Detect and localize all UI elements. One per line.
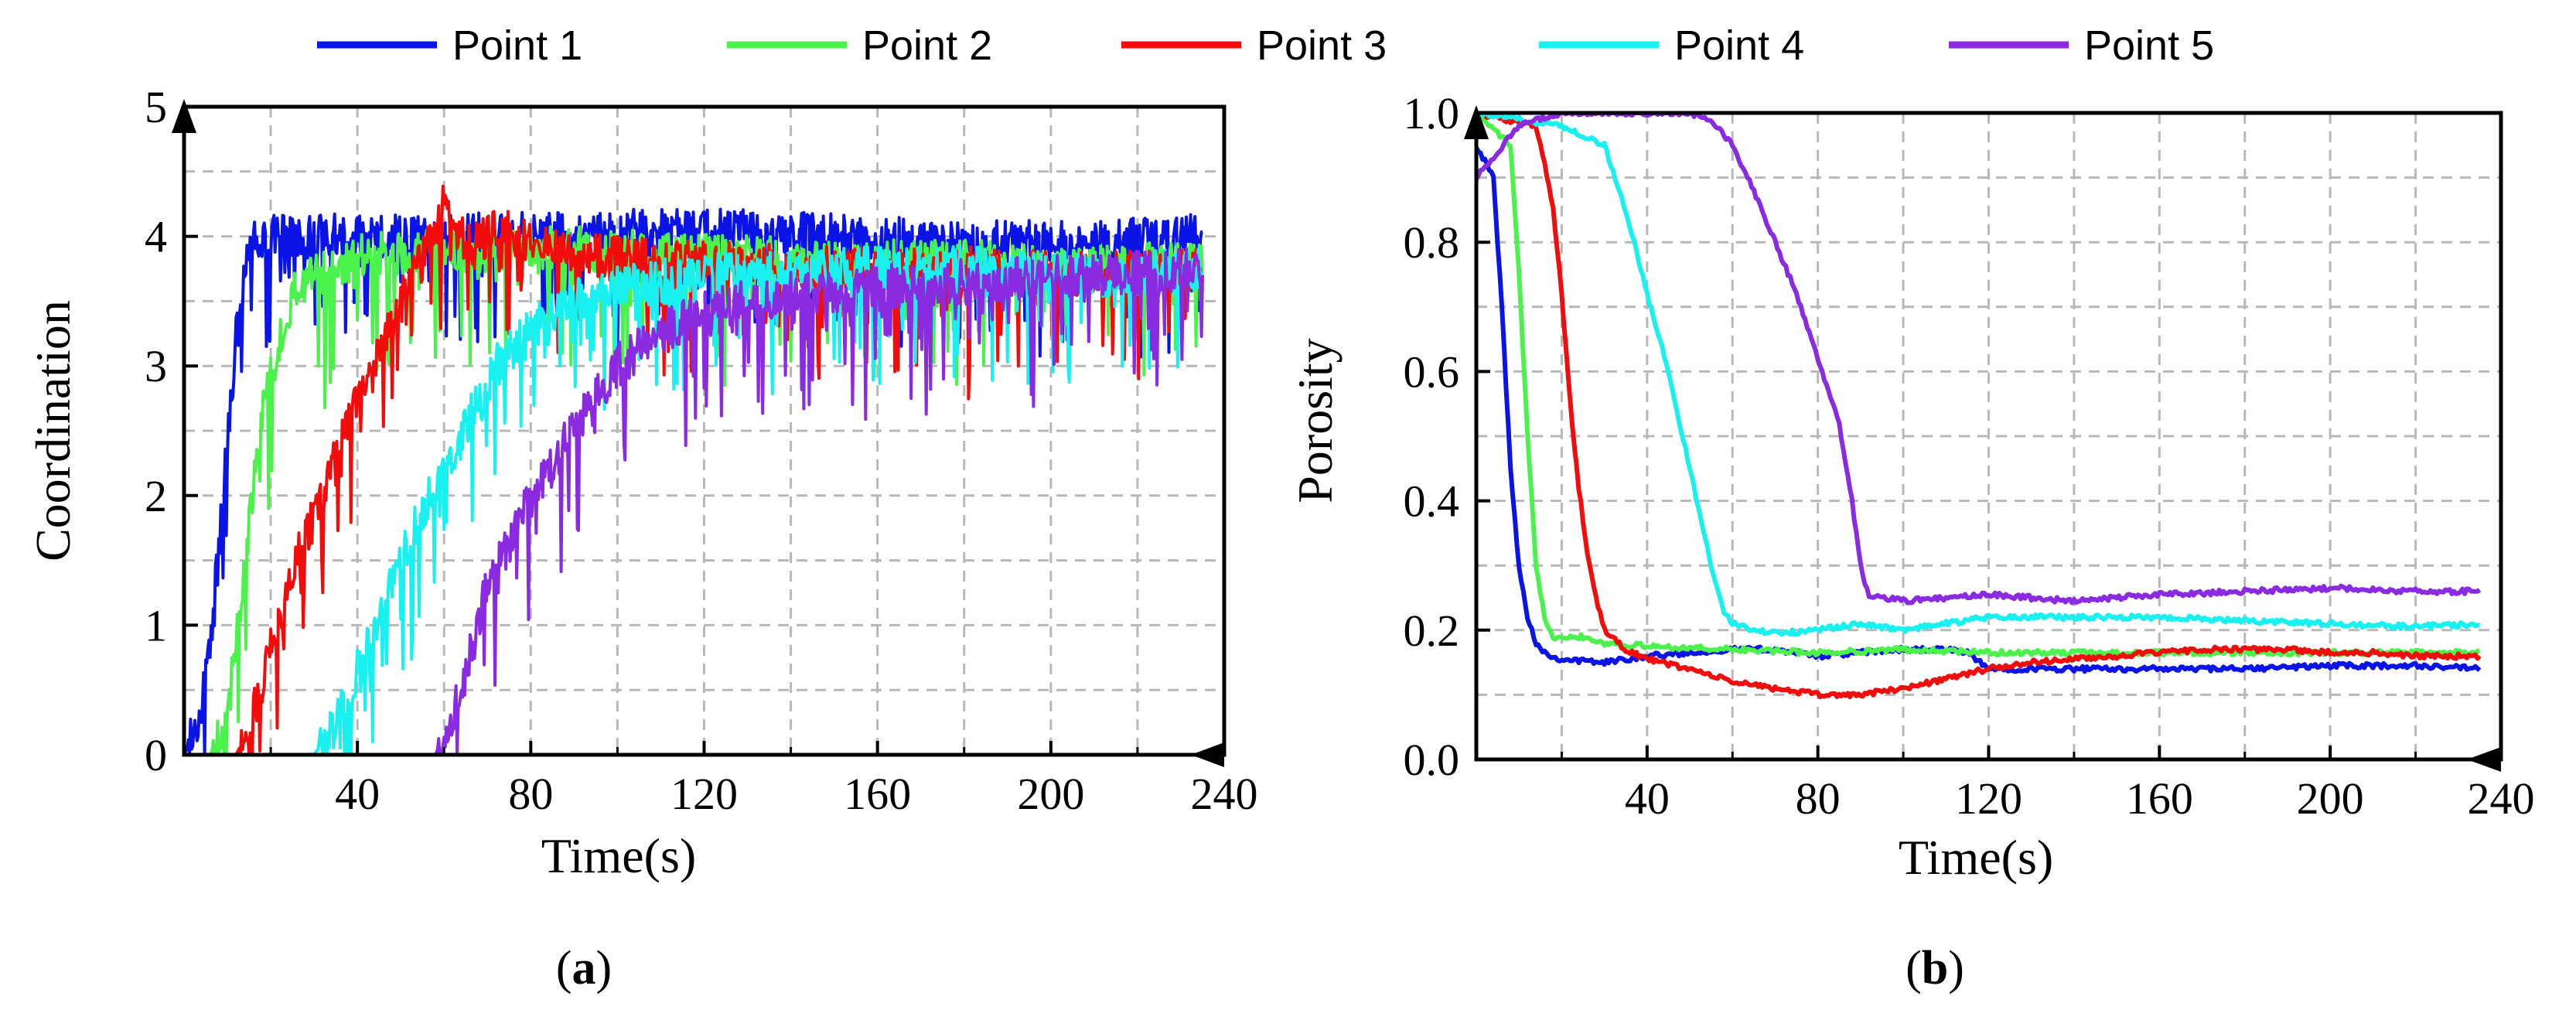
grid-a <box>184 107 1224 755</box>
y-tick-label: 1.0 <box>1404 88 1460 138</box>
y-axis-arrow-a <box>172 99 196 133</box>
x-axis-label-b: Time(s) <box>1899 830 2053 885</box>
x-axis-arrow-b <box>2467 747 2501 772</box>
legend-label-5: Point 5 <box>2084 22 2214 69</box>
x-tick-label: 120 <box>1955 773 2022 824</box>
x-tick-label: 160 <box>2126 773 2193 824</box>
legend-label-3: Point 3 <box>1257 22 1387 69</box>
x-tick-label: 200 <box>1017 769 1084 819</box>
y-tick-label: 5 <box>145 82 167 132</box>
series-group-a <box>184 184 1204 755</box>
legend: Point 1 Point 2 Point 3 Point 4 Point 5 <box>317 22 2214 69</box>
chart-a: 40 80 120 160 200 240 0 1 2 3 4 5 Time(s) Coordinat… <box>26 82 1258 995</box>
x-tick-label: 200 <box>2297 773 2364 824</box>
y-tick-label: 0 <box>145 730 167 780</box>
y-axis-arrow-b <box>1464 105 1489 139</box>
panel-label-b: (b) <box>1906 942 1964 995</box>
panel-label-a: (a) <box>556 942 612 995</box>
x-tick-label: 240 <box>2468 773 2535 824</box>
series-line-3 <box>1476 113 2482 700</box>
y-tick-label: 3 <box>145 341 167 391</box>
y-tick-label: 0.6 <box>1404 346 1460 397</box>
x-tick-label: 40 <box>335 769 380 819</box>
x-tick-label: 120 <box>670 769 738 819</box>
x-axis-label-a: Time(s) <box>541 828 696 883</box>
y-tick-label: 0.8 <box>1404 217 1460 268</box>
ticks-a: 40 80 120 160 200 240 0 1 2 3 4 5 <box>145 82 1258 819</box>
legend-label-4: Point 4 <box>1674 22 1804 69</box>
x-tick-label: 80 <box>1796 773 1841 824</box>
x-axis-arrow-a <box>1191 742 1224 767</box>
x-tick-label: 80 <box>508 769 553 819</box>
series-line-4 <box>1476 113 2481 637</box>
y-axis-label-a: Coordination <box>26 300 80 561</box>
legend-label-1: Point 1 <box>452 22 582 69</box>
y-tick-label: 0.4 <box>1404 476 1460 527</box>
y-tick-label: 0.2 <box>1404 606 1460 656</box>
x-tick-label: 40 <box>1625 773 1670 824</box>
x-tick-label: 160 <box>844 769 911 819</box>
y-tick-label: 2 <box>145 471 167 521</box>
ticks-b: 40 80 120 160 200 240 0.0 0.2 0.4 0.6 0.8 1.0 <box>1404 88 2535 824</box>
y-tick-label: 4 <box>145 212 167 262</box>
legend-label-2: Point 2 <box>862 22 992 69</box>
y-tick-label: 1 <box>145 600 167 650</box>
series-group-b <box>1476 113 2482 700</box>
series-line-5 <box>184 247 1204 755</box>
chart-b: 40 80 120 160 200 240 0.0 0.2 0.4 0.6 0.8 1.0 Time(… <box>1288 88 2535 995</box>
y-tick-label: 0.0 <box>1404 735 1460 785</box>
y-axis-label-b: Porosity <box>1288 338 1343 503</box>
x-tick-label: 240 <box>1191 769 1258 819</box>
